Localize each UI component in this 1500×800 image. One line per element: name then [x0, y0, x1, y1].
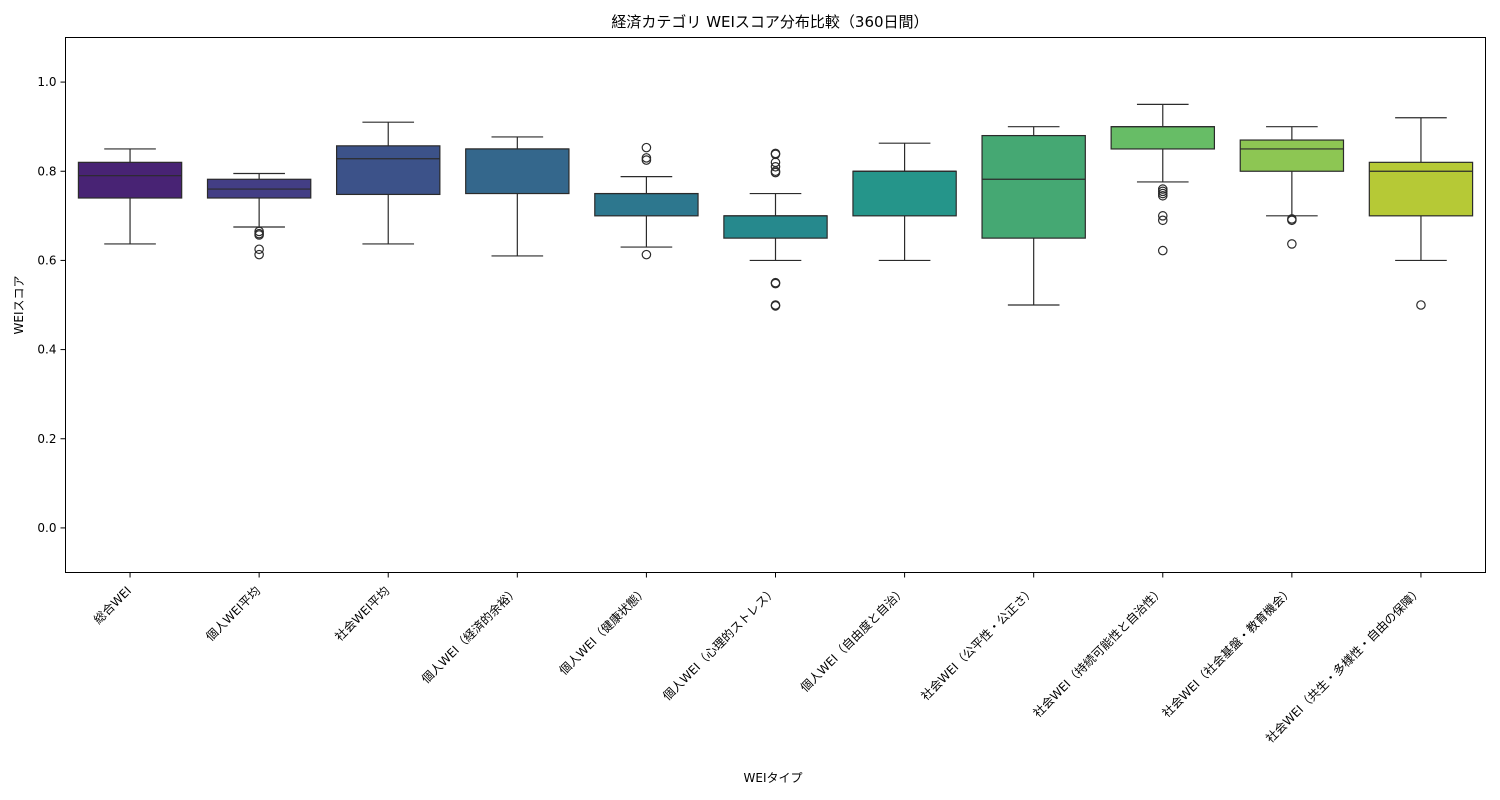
outlier-point: [1287, 239, 1297, 249]
outlier-point: [254, 244, 264, 255]
y-axis: 0.0 0.2 0.4 0.6 0.8 1.0: [37, 75, 66, 535]
outlier-point: [254, 249, 264, 260]
outlier-point: [1416, 300, 1426, 310]
box: [981, 134, 1086, 239]
box-series: [77, 103, 1474, 311]
box: [852, 170, 957, 217]
box-group: [594, 142, 699, 260]
x-tick-label: 個人WEI（健康状態）: [556, 583, 651, 678]
x-tick-label: 総合WEI: [90, 583, 134, 627]
box-group: [465, 136, 570, 257]
y-tick-label: 0.8: [37, 164, 56, 178]
plot-frame: [65, 37, 1486, 573]
x-tick-label: 個人WEI（心理的ストレス）: [659, 583, 779, 703]
box-group: [206, 172, 312, 260]
outlier-point: [770, 167, 781, 178]
box-group: [1368, 117, 1474, 310]
outlier-point: [1287, 215, 1297, 226]
box-group: [852, 142, 957, 262]
x-tick-label: 社会WEI（社会基盤・教育機会）: [1159, 583, 1296, 720]
box: [335, 145, 441, 196]
y-axis-label: WEIスコア: [12, 276, 26, 335]
box-group: [1239, 126, 1345, 249]
x-tick-label: 個人WEI（自由度と自治）: [797, 583, 909, 695]
x-tick-label: 個人WEI（経済的余裕）: [418, 583, 521, 686]
x-tick-label: 個人WEI平均: [203, 584, 263, 644]
x-tick-label: 社会WEI平均: [332, 583, 393, 644]
outlier-point: [1157, 190, 1168, 201]
outlier-point: [641, 249, 652, 260]
x-axis-label: WEIタイプ: [744, 771, 803, 785]
outlier-point: [770, 161, 781, 172]
y-tick-label: 1.0: [37, 75, 56, 89]
outlier-point: [641, 142, 652, 153]
outlier-point: [254, 230, 264, 240]
outlier-point: [770, 278, 781, 289]
chart-title: 経済カテゴリ WEIスコア分布比較（360日間）: [611, 13, 928, 31]
x-tick-label: 社会WEI（公平性・公正さ）: [918, 583, 1038, 703]
box-group: [335, 121, 441, 245]
box-group: [77, 148, 183, 245]
outlier-point: [770, 301, 781, 311]
box: [1368, 161, 1474, 217]
x-tick-label: 社会WEI（持続可能性と自治性）: [1030, 583, 1167, 720]
outlier-point: [1157, 215, 1168, 226]
y-tick-label: 0.2: [37, 432, 56, 446]
box: [77, 161, 183, 199]
box: [465, 148, 570, 195]
box-group: [1110, 103, 1216, 256]
box: [1239, 139, 1345, 172]
box: [1110, 126, 1216, 150]
outlier-point: [1157, 245, 1168, 256]
box-group: [723, 148, 828, 311]
outlier-point: [641, 155, 652, 165]
y-tick-label: 0.4: [37, 343, 56, 357]
x-tick-label: 社会WEI（共生・多様性・自由の保障）: [1262, 583, 1425, 746]
box: [723, 215, 828, 239]
y-tick-label: 0.0: [37, 521, 56, 535]
outlier-point: [1157, 211, 1168, 221]
box: [594, 192, 699, 217]
y-tick-label: 0.6: [37, 253, 56, 267]
x-axis: 総合WEI 個人WEI平均 社会WEI平均 個人WEI（経済的余裕） 個人WEI（健康状…: [90, 572, 1425, 746]
box-group: [981, 126, 1086, 306]
